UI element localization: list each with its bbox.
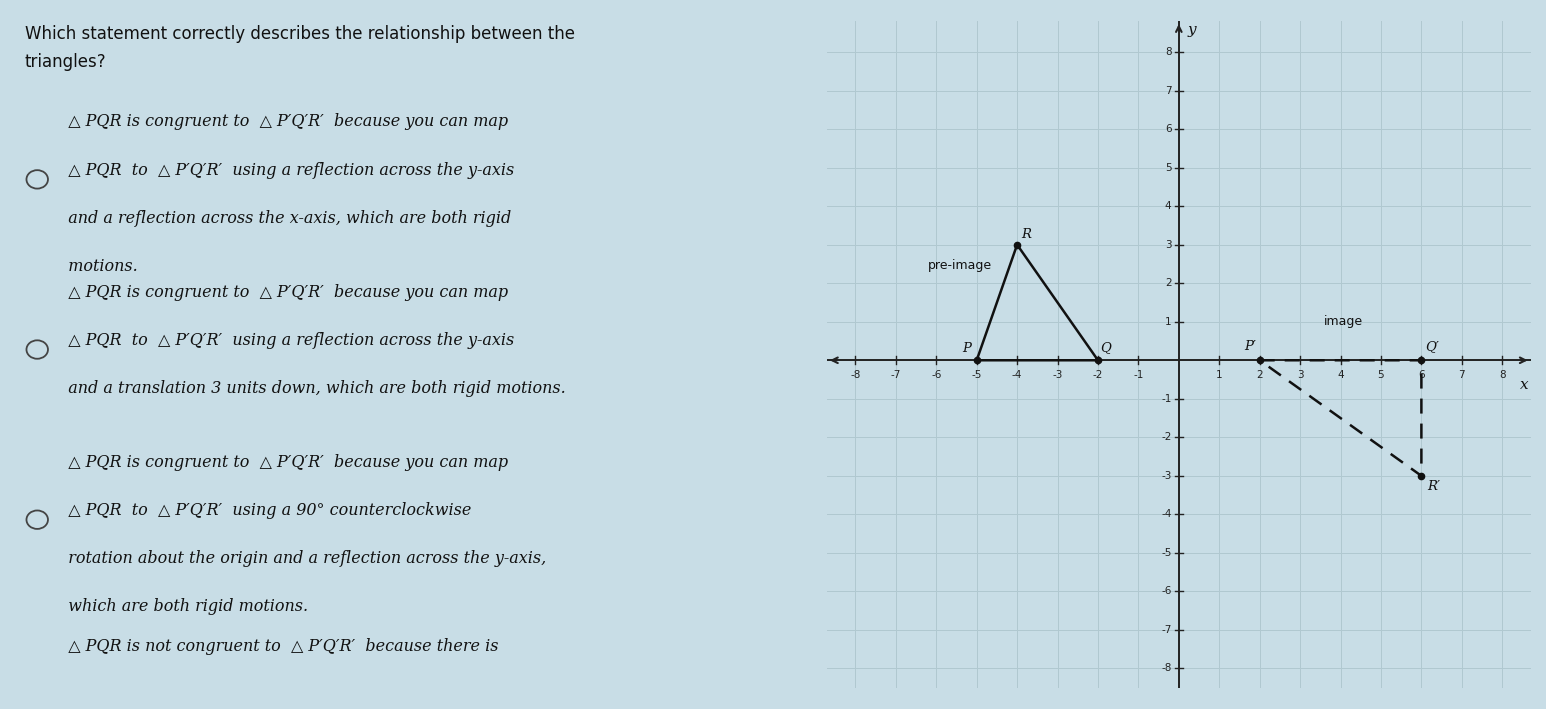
Text: -1: -1	[1133, 370, 1144, 380]
Text: -6: -6	[1161, 586, 1172, 596]
Text: 8: 8	[1500, 370, 1506, 380]
Text: -7: -7	[1161, 625, 1172, 635]
Text: x: x	[1520, 378, 1529, 391]
Text: △ PQR is congruent to  △ P′Q′R′  because you can map: △ PQR is congruent to △ P′Q′R′ because y…	[57, 113, 509, 130]
Text: R: R	[1022, 228, 1031, 241]
Text: -4: -4	[1161, 509, 1172, 520]
Text: 1: 1	[1217, 370, 1223, 380]
Text: -1: -1	[1161, 393, 1172, 404]
Text: pre-image: pre-image	[928, 259, 993, 272]
Text: △ PQR  to  △ P′Q′R′  using a 90° counterclockwise: △ PQR to △ P′Q′R′ using a 90° counterclo…	[57, 502, 472, 519]
Text: which are both rigid motions.: which are both rigid motions.	[57, 598, 308, 615]
Text: and a translation 3 units down, which are both rigid motions.: and a translation 3 units down, which ar…	[57, 380, 566, 397]
Text: 6: 6	[1418, 370, 1425, 380]
Text: 2: 2	[1166, 278, 1172, 289]
Text: Q′: Q′	[1425, 340, 1439, 353]
Text: -8: -8	[1161, 664, 1172, 674]
Text: 8: 8	[1166, 47, 1172, 57]
Text: 7: 7	[1166, 86, 1172, 96]
Text: -5: -5	[1161, 548, 1172, 558]
Text: 5: 5	[1377, 370, 1384, 380]
Text: △ PQR is congruent to  △ P′Q′R′  because you can map: △ PQR is congruent to △ P′Q′R′ because y…	[57, 454, 509, 471]
Text: 1: 1	[1166, 317, 1172, 327]
Text: -2: -2	[1093, 370, 1104, 380]
Text: △ PQR  to  △ P′Q′R′  using a reflection across the y-axis: △ PQR to △ P′Q′R′ using a reflection acr…	[57, 332, 515, 349]
Text: 3: 3	[1297, 370, 1303, 380]
Text: Which statement correctly describes the relationship between the: Which statement correctly describes the …	[25, 25, 575, 43]
Text: -3: -3	[1161, 471, 1172, 481]
Text: rotation about the origin and a reflection across the y-axis,: rotation about the origin and a reflecti…	[57, 550, 546, 567]
Text: -2: -2	[1161, 432, 1172, 442]
Text: 4: 4	[1166, 201, 1172, 211]
Text: Q: Q	[1101, 342, 1112, 354]
Text: 7: 7	[1458, 370, 1466, 380]
Text: 5: 5	[1166, 162, 1172, 173]
Text: △ PQR  to  △ P′Q′R′  using a reflection across the y-axis: △ PQR to △ P′Q′R′ using a reflection acr…	[57, 162, 515, 179]
Text: and a reflection across the x-axis, which are both rigid: and a reflection across the x-axis, whic…	[57, 210, 512, 227]
Text: 2: 2	[1257, 370, 1263, 380]
Text: -5: -5	[971, 370, 982, 380]
Text: y: y	[1187, 23, 1197, 37]
Text: △ PQR is congruent to  △ P′Q′R′  because you can map: △ PQR is congruent to △ P′Q′R′ because y…	[57, 284, 509, 301]
Text: 4: 4	[1337, 370, 1343, 380]
Text: motions.: motions.	[57, 258, 138, 275]
Text: P′: P′	[1245, 340, 1255, 353]
Text: 3: 3	[1166, 240, 1172, 250]
Text: 6: 6	[1166, 124, 1172, 134]
Text: -3: -3	[1053, 370, 1062, 380]
Text: image: image	[1325, 315, 1364, 328]
Text: P: P	[962, 342, 971, 354]
Text: -4: -4	[1013, 370, 1022, 380]
Text: △ PQR is not congruent to  △ P′Q′R′  because there is: △ PQR is not congruent to △ P′Q′R′ becau…	[57, 638, 498, 655]
Text: -7: -7	[890, 370, 901, 380]
Text: -6: -6	[931, 370, 942, 380]
Text: R′: R′	[1427, 480, 1441, 493]
Text: -8: -8	[850, 370, 861, 380]
Text: triangles?: triangles?	[25, 53, 107, 71]
